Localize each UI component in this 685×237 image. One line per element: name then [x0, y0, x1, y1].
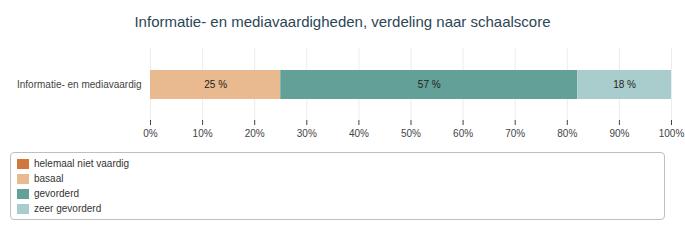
html-text:basaal: basaal	[34, 173, 64, 184]
svg-text:Informatie- en mediavaardig: Informatie- en mediavaardig	[17, 79, 142, 90]
html-text:helemaal niet vaardig: helemaal niet vaardig	[34, 158, 130, 169]
svg-text:90%: 90%	[609, 128, 629, 139]
svg-text:50%: 50%	[401, 128, 421, 139]
svg-text:60%: 60%	[453, 128, 473, 139]
svg-text:57 %: 57 %	[418, 79, 441, 90]
svg-text:80%: 80%	[557, 128, 577, 139]
svg-text:70%: 70%	[505, 128, 525, 139]
svg-text:10%: 10%	[193, 128, 213, 139]
svg-text:40%: 40%	[349, 128, 369, 139]
svg-text:25 %: 25 %	[204, 79, 227, 90]
svg-text:18 %: 18 %	[613, 79, 636, 90]
html-text:gevorderd: gevorderd	[34, 188, 79, 199]
html-text:Informatie- en mediavaardighed: Informatie- en mediavaardigheden, verdel…	[134, 13, 551, 30]
svg-text:30%: 30%	[297, 128, 317, 139]
svg-text:0%: 0%	[143, 128, 158, 139]
svg-text:20%: 20%	[245, 128, 265, 139]
html-text:zeer gevorderd: zeer gevorderd	[34, 203, 102, 214]
svg-text:100%: 100%	[659, 128, 685, 139]
